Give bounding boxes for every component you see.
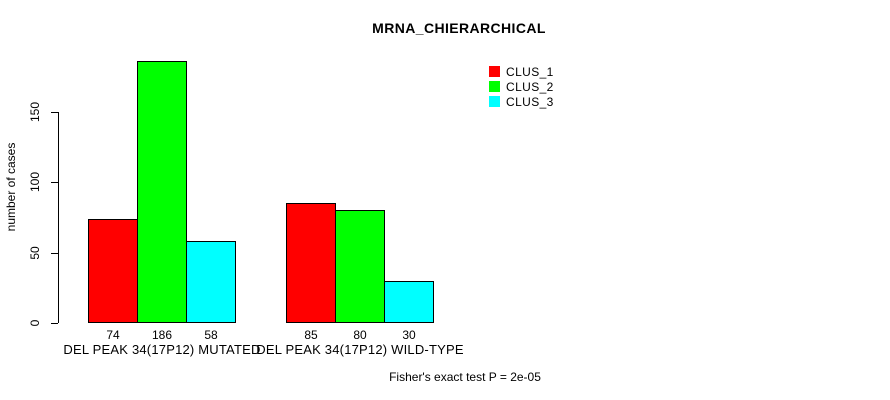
bar-clus_2-group2 bbox=[335, 210, 385, 323]
legend-label: CLUS_1 bbox=[506, 64, 554, 79]
bar-value-label: 80 bbox=[353, 328, 367, 342]
bar-value-label: 74 bbox=[106, 328, 120, 342]
y-tick bbox=[51, 182, 58, 183]
legend: CLUS_1 CLUS_2 CLUS_3 bbox=[489, 64, 554, 109]
fisher-test-annotation: Fisher's exact test P = 2e-05 bbox=[389, 370, 541, 384]
bar-clus_3-group2 bbox=[384, 280, 434, 323]
y-axis-line bbox=[58, 111, 59, 323]
x-group-label: DEL PEAK 34(17P12) WILD-TYPE bbox=[256, 342, 464, 357]
bar-clus_3-group1 bbox=[186, 241, 236, 323]
y-tick bbox=[51, 111, 58, 113]
y-tick bbox=[51, 323, 58, 324]
chart-title: MRNA_CHIERARCHICAL bbox=[372, 20, 546, 36]
bar-value-label: 85 bbox=[304, 328, 318, 342]
y-tick-label: 50 bbox=[28, 245, 42, 260]
legend-item-clus_3: CLUS_3 bbox=[489, 94, 554, 109]
legend-item-clus_1: CLUS_1 bbox=[489, 64, 554, 79]
legend-swatch-clus_1 bbox=[489, 66, 500, 77]
x-group-label: DEL PEAK 34(17P12) MUTATED bbox=[63, 342, 261, 357]
bar-clus_2-group1 bbox=[137, 60, 187, 323]
bar-clus_1-group2 bbox=[286, 203, 336, 323]
y-tick bbox=[51, 252, 58, 254]
bar-clus_1-group1 bbox=[88, 218, 138, 323]
y-tick-label: 0 bbox=[28, 319, 42, 327]
bar-value-label: 30 bbox=[402, 328, 416, 342]
y-axis-title: number of cases bbox=[4, 142, 18, 232]
bar-value-label: 58 bbox=[204, 328, 218, 342]
legend-label: CLUS_3 bbox=[506, 94, 554, 109]
legend-item-clus_2: CLUS_2 bbox=[489, 79, 554, 94]
bar-value-label: 186 bbox=[151, 328, 173, 342]
y-tick-label: 150 bbox=[28, 101, 42, 122]
legend-label: CLUS_2 bbox=[506, 79, 554, 94]
legend-swatch-clus_2 bbox=[489, 81, 500, 92]
y-tick-label: 100 bbox=[28, 171, 42, 193]
legend-swatch-clus_3 bbox=[489, 96, 500, 107]
